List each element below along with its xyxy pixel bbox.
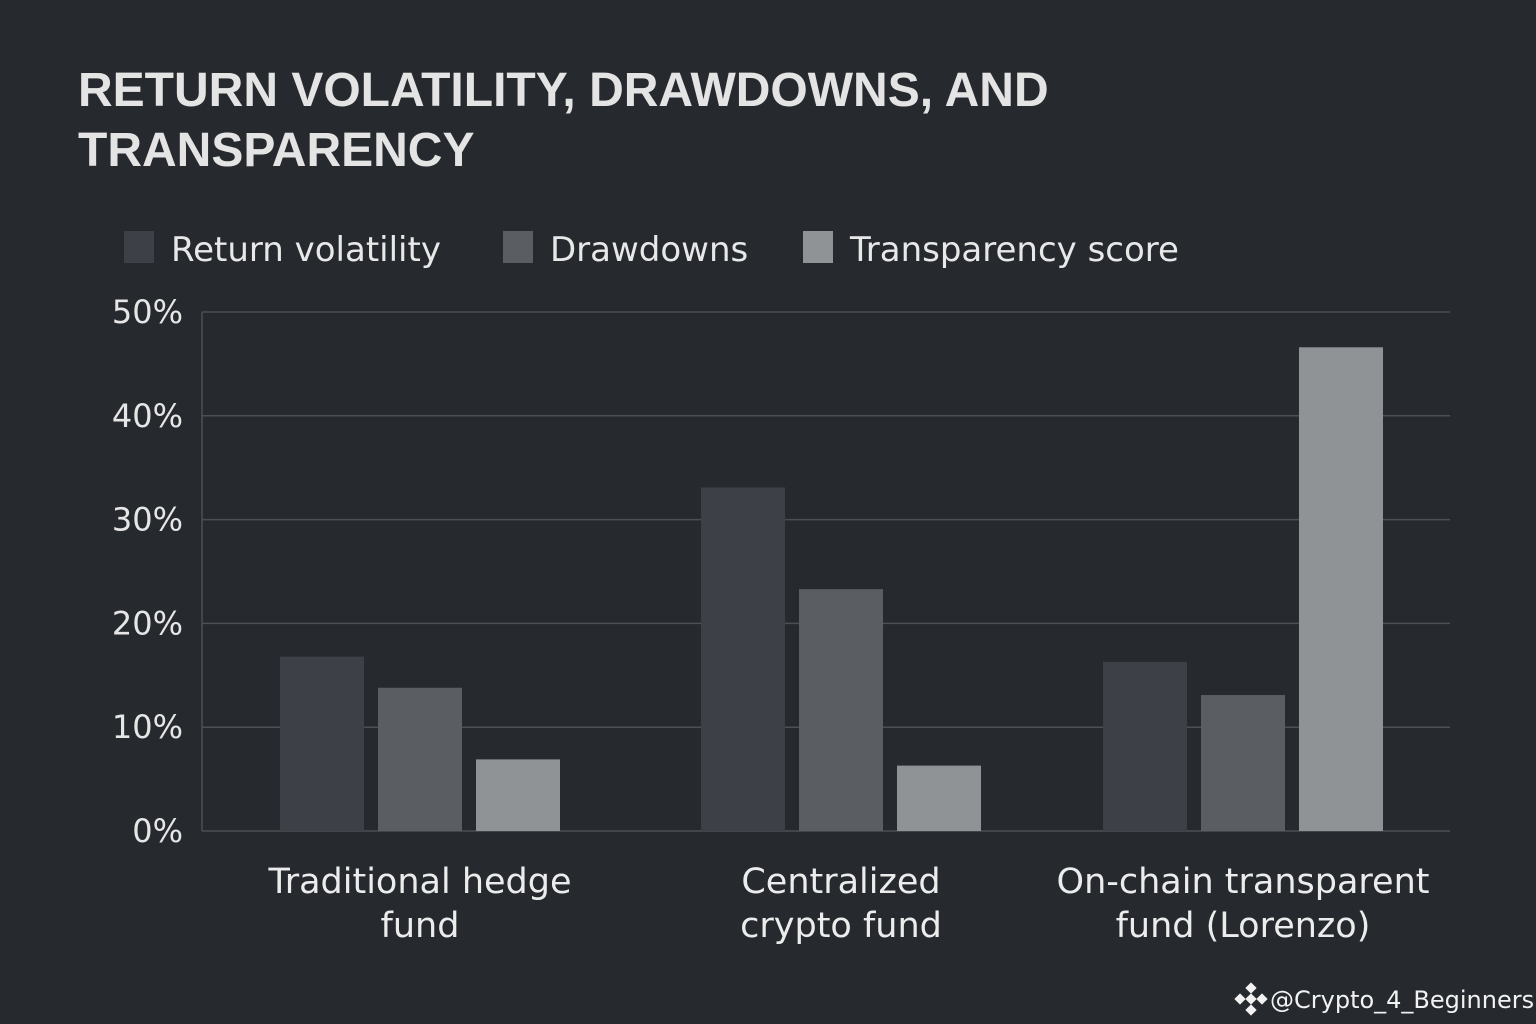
watermark-text: @Crypto_4_Beginners [1270, 986, 1534, 1014]
bar-transparency-score-1 [476, 759, 560, 831]
legend: Return volatility Drawdowns Transparency s… [124, 230, 1179, 270]
chart-title-line-1: RETURN VOLATILITY, DRAWDOWNS, AND [78, 64, 1049, 117]
y-tick-label: 20% [112, 604, 183, 642]
bar-drawdowns-3 [1201, 695, 1285, 831]
y-tick-label: 10% [112, 708, 183, 746]
legend-swatch [124, 231, 154, 263]
legend-item-2: Drawdowns [503, 230, 748, 270]
y-tick-label: 30% [112, 501, 183, 539]
bars [280, 347, 1383, 831]
x-category-label: Traditional hedge [267, 862, 571, 902]
chart-title: RETURN VOLATILITY, DRAWDOWNS, AND TRANSP… [78, 64, 1049, 177]
x-category-label: crypto fund [740, 906, 942, 946]
bar-transparency-score-2 [897, 765, 981, 831]
x-category-label: fund [381, 906, 460, 946]
bar-transparency-score-3 [1299, 347, 1383, 831]
bar-return-volatility-3 [1103, 661, 1187, 831]
bar-return-volatility-1 [280, 656, 364, 831]
y-axis: 0% 10% 20% 30% 40% 50% [112, 293, 203, 850]
bar-return-volatility-2 [701, 487, 785, 831]
legend-label: Transparency score [849, 230, 1179, 270]
binance-diamond-icon [1234, 982, 1268, 1016]
bar-drawdowns-2 [799, 589, 883, 831]
x-category-label: fund (Lorenzo) [1116, 906, 1371, 946]
chart-title-line-2: TRANSPARENCY [78, 124, 474, 177]
x-category-label: On-chain transparent [1057, 862, 1430, 902]
legend-item-3: Transparency score [803, 230, 1179, 270]
y-tick-label: 50% [112, 293, 183, 331]
legend-swatch [803, 231, 833, 263]
legend-label: Drawdowns [550, 230, 748, 270]
watermark: @Crypto_4_Beginners [1234, 982, 1534, 1016]
y-tick-label: 40% [112, 397, 183, 435]
bar-drawdowns-1 [378, 687, 462, 831]
legend-swatch [503, 231, 533, 263]
x-category-label: Centralized [741, 862, 940, 902]
legend-item-1: Return volatility [124, 230, 441, 270]
y-tick-label: 0% [132, 812, 183, 850]
legend-label: Return volatility [171, 230, 441, 270]
